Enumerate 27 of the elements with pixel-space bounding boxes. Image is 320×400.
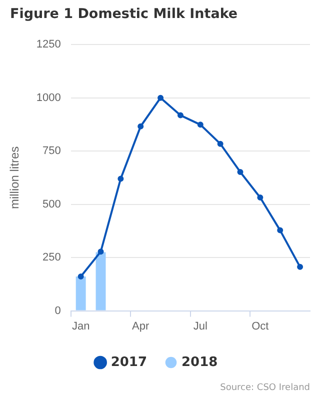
point — [257, 194, 264, 201]
y-tick-label: 750 — [42, 145, 61, 158]
point — [138, 123, 144, 130]
point — [118, 176, 124, 182]
point — [98, 248, 104, 255]
x-tick-label: Apr — [132, 320, 150, 332]
legend-label: 2018 — [182, 354, 218, 370]
point — [197, 122, 204, 128]
point — [217, 140, 224, 147]
y-axis-title: million litres — [8, 146, 22, 210]
source-note: Source: CSO Ireland — [220, 383, 310, 393]
legend-label: 2017 — [110, 354, 148, 370]
point — [277, 227, 284, 234]
y-tick-label: 250 — [42, 252, 61, 264]
y-tick-label: 1000 — [36, 92, 61, 104]
point — [78, 274, 84, 280]
point — [237, 168, 244, 175]
y-tick-label: 0 — [54, 304, 61, 317]
y-tick-label: 500 — [42, 198, 61, 210]
x-tick-label: Jan — [72, 320, 90, 332]
chart-title: Figure 1 Domestic Milk Intake — [10, 6, 238, 22]
point — [177, 112, 184, 118]
y-tick-label: 1250 — [36, 38, 61, 51]
point — [297, 264, 304, 270]
point — [158, 94, 164, 101]
x-tick-label: Oct — [252, 320, 269, 332]
x-tick-label: Jul — [193, 320, 208, 332]
